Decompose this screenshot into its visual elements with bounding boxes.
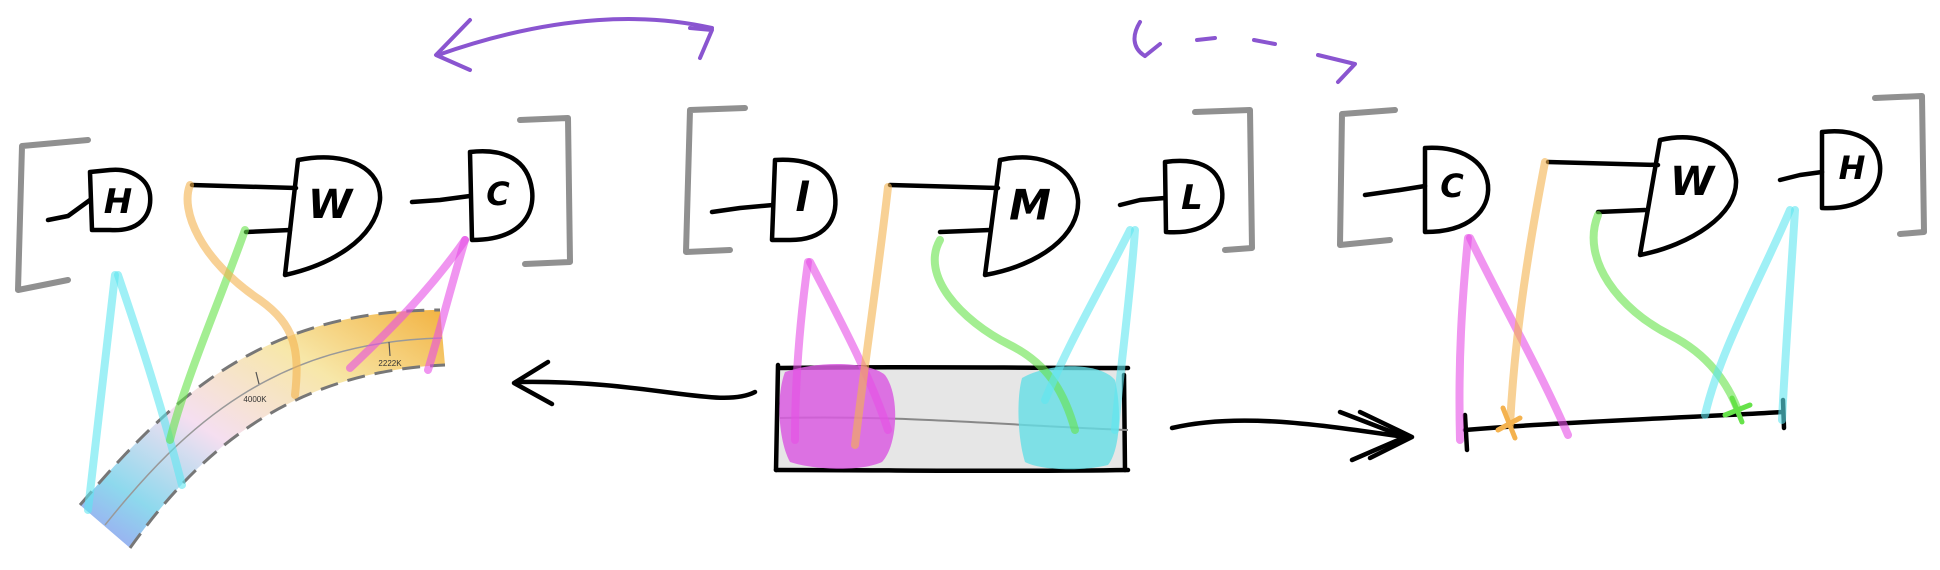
wire-green — [166, 226, 249, 444]
bracket-left — [1337, 107, 1398, 248]
wire-cyan — [1701, 206, 1794, 419]
bracket-right — [1192, 107, 1255, 253]
gate-label: W — [308, 182, 354, 228]
gate-group-1: H W C 4000K 2222K — [15, 115, 573, 549]
double-arrow-right-icon — [1169, 409, 1415, 463]
gate-label: C — [1440, 167, 1464, 205]
gate-label: H — [104, 182, 132, 222]
wire-cyan — [114, 271, 186, 489]
bracket-left — [15, 137, 91, 293]
gate-h: H — [45, 167, 153, 233]
gate-h: H — [1777, 129, 1883, 211]
arrow-left-icon — [511, 359, 758, 407]
dashed-arrow-icon — [1132, 20, 1357, 84]
wire-cyan — [1778, 206, 1799, 424]
track-box — [773, 362, 1131, 474]
bracket-left — [683, 105, 748, 255]
curved-arrow-left-icon — [434, 17, 714, 72]
color-ramp: 4000K 2222K — [78, 308, 446, 549]
gate-c: C — [1362, 145, 1491, 235]
track-region-magenta — [779, 364, 896, 469]
gate-w: W — [189, 155, 383, 278]
gate-l-upper: L — [1117, 158, 1225, 235]
gate-group-3: C W H — [1337, 93, 1927, 453]
wire-orange — [183, 181, 301, 399]
wire-green — [930, 236, 1079, 434]
ramp-tick-label: 2222K — [378, 359, 402, 368]
wire-cyan — [84, 271, 119, 514]
gate-label: l — [795, 175, 810, 221]
gate-label: H — [1839, 149, 1866, 187]
wire-cyan — [1041, 226, 1134, 404]
wire-magenta — [806, 258, 892, 434]
wire-orange — [851, 183, 892, 449]
wire-orange — [1506, 158, 1549, 429]
wire-magenta — [346, 236, 469, 372]
gate-l-lower: l — [709, 157, 838, 243]
bracket-right — [517, 115, 573, 267]
gate-c: C — [409, 149, 535, 243]
gate-label: W — [1670, 159, 1716, 205]
gate-label: M — [1009, 181, 1051, 230]
gate-label: C — [486, 175, 510, 213]
wire-cyan — [1111, 226, 1139, 434]
gate-group-2: l M L — [683, 105, 1255, 474]
wire-magenta — [1455, 234, 1472, 444]
bracket-right — [1872, 93, 1927, 237]
ramp-tick-label: 4000K — [243, 395, 267, 404]
wire-green — [1589, 211, 1742, 414]
gate-w: W — [1545, 135, 1739, 258]
gate-m: M — [887, 155, 1081, 278]
gate-label: L — [1181, 178, 1203, 218]
wire-magenta — [424, 236, 469, 374]
wire-magenta — [791, 258, 812, 444]
